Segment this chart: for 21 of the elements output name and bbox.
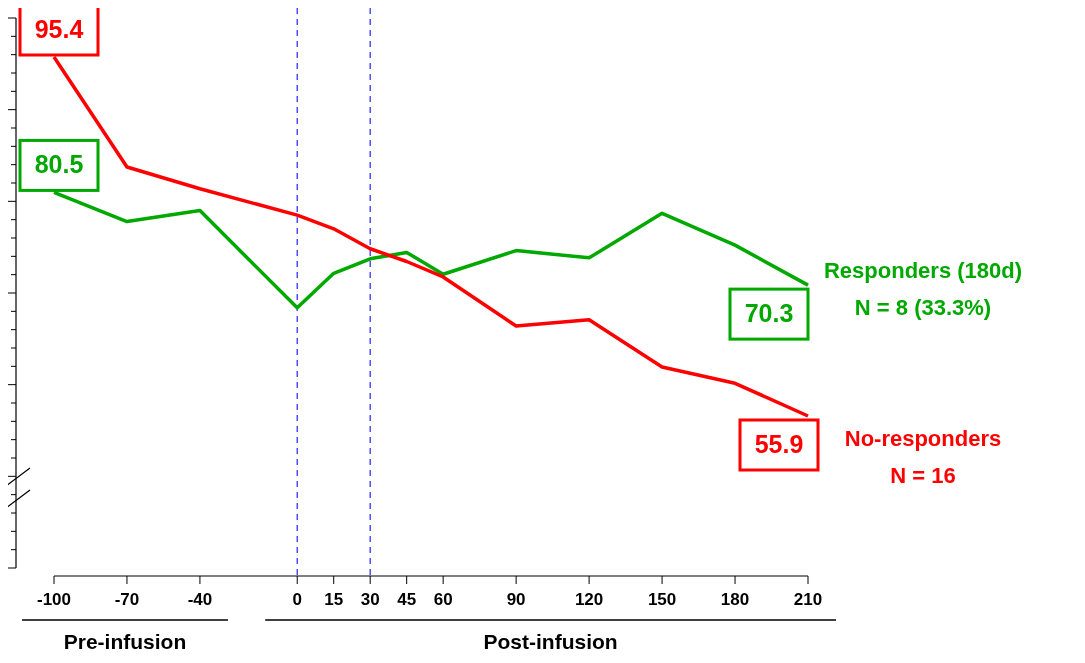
- x-tick-label: 150: [647, 590, 677, 609]
- x-tick-label: -40: [187, 590, 213, 609]
- x-tick-label: -70: [114, 590, 140, 609]
- x-tick-label: -100: [36, 590, 72, 609]
- series-label: Responders (180d) N = 8 (33.3%): [823, 258, 1023, 321]
- text: Post-infusion: [483, 630, 618, 653]
- x-tick-label: 180: [720, 590, 750, 609]
- x-tick-label: 45: [397, 590, 417, 609]
- legend-label: No-responders N = 16: [844, 426, 1002, 488]
- x-tick-label: 90: [506, 590, 526, 609]
- x-tick-label: 15: [324, 590, 344, 609]
- x-tick-label: 210: [793, 590, 823, 609]
- data-label: 55.9: [754, 429, 804, 458]
- x-tick-label: 60: [433, 590, 453, 609]
- text: Pre-infusion: [63, 630, 187, 653]
- data-label: 95.4: [34, 14, 84, 43]
- data-label: 80.5: [34, 150, 84, 179]
- x-tick-label: 30: [360, 590, 380, 609]
- x-tick-label: 120: [574, 590, 604, 609]
- data-label: 70.3: [744, 298, 794, 327]
- x-tick-label: 0: [292, 590, 302, 609]
